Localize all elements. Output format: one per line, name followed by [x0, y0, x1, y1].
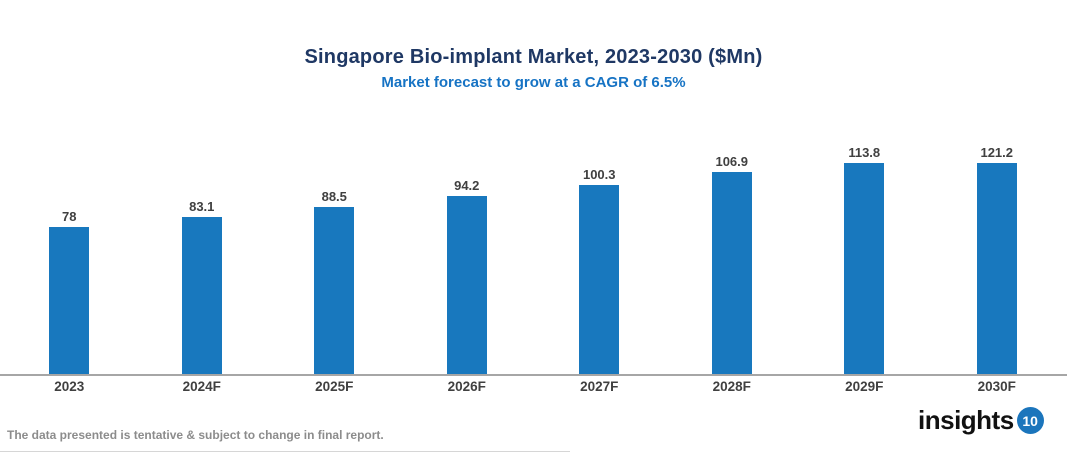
disclaimer-text: The data presented is tentative & subjec…	[7, 428, 384, 442]
bar-chart-plot-area: 78 83.1 88.5 94.2 100.3 106.9 113.8 121.2	[3, 145, 1063, 374]
x-axis-label: 2026F	[447, 379, 486, 394]
bar-value-label: 113.8	[848, 145, 881, 160]
x-axis-label: 2023	[54, 379, 85, 394]
bar	[711, 172, 752, 374]
bar-slot: 121.2	[931, 145, 1064, 374]
chart-subtitle: Market forecast to grow at a CAGR of 6.5…	[381, 74, 686, 91]
bar-slot: 88.5	[268, 145, 401, 374]
logo-badge-icon: 10	[1016, 407, 1044, 434]
bar	[314, 206, 355, 374]
bar	[49, 226, 90, 374]
bar-slot: 106.9	[666, 145, 799, 374]
bar	[976, 163, 1017, 374]
bottom-divider	[0, 451, 570, 452]
bar	[181, 217, 222, 374]
x-axis-label: 2028F	[712, 379, 751, 394]
x-axis-line	[0, 374, 1067, 376]
bar-slot: 113.8	[798, 145, 931, 374]
bar-value-label: 83.1	[189, 199, 215, 214]
bar	[446, 196, 487, 374]
bar-slot: 100.3	[533, 145, 666, 374]
x-axis-label: 2030F	[977, 379, 1016, 394]
bar-value-label: 88.5	[321, 188, 347, 204]
bar-slot: 78	[3, 145, 136, 374]
bar-slot: 94.2	[401, 145, 534, 374]
bar-value-label: 94.2	[454, 178, 480, 193]
bar-value-label: 78	[62, 208, 77, 224]
bar-slot: 83.1	[136, 145, 269, 374]
bar-value-label: 100.3	[582, 166, 616, 182]
x-axis-label: 2027F	[580, 379, 619, 394]
insights10-logo: insights 10	[918, 405, 1044, 434]
x-axis-label: 2025F	[315, 379, 354, 394]
x-axis-label: 2029F	[845, 379, 884, 394]
chart-title: Singapore Bio-implant Market, 2023-2030 …	[304, 46, 763, 68]
x-axis-labels: 2023 2024F 2025F 2026F 2027F 2028F 2029F 2030F	[3, 379, 1063, 394]
logo-wordmark: insights	[918, 404, 1014, 435]
bar	[844, 163, 885, 374]
bar-value-label: 106.9	[715, 154, 749, 169]
bar	[579, 184, 620, 374]
x-axis-label: 2024F	[182, 379, 221, 394]
bar-value-label: 121.2	[980, 145, 1014, 160]
